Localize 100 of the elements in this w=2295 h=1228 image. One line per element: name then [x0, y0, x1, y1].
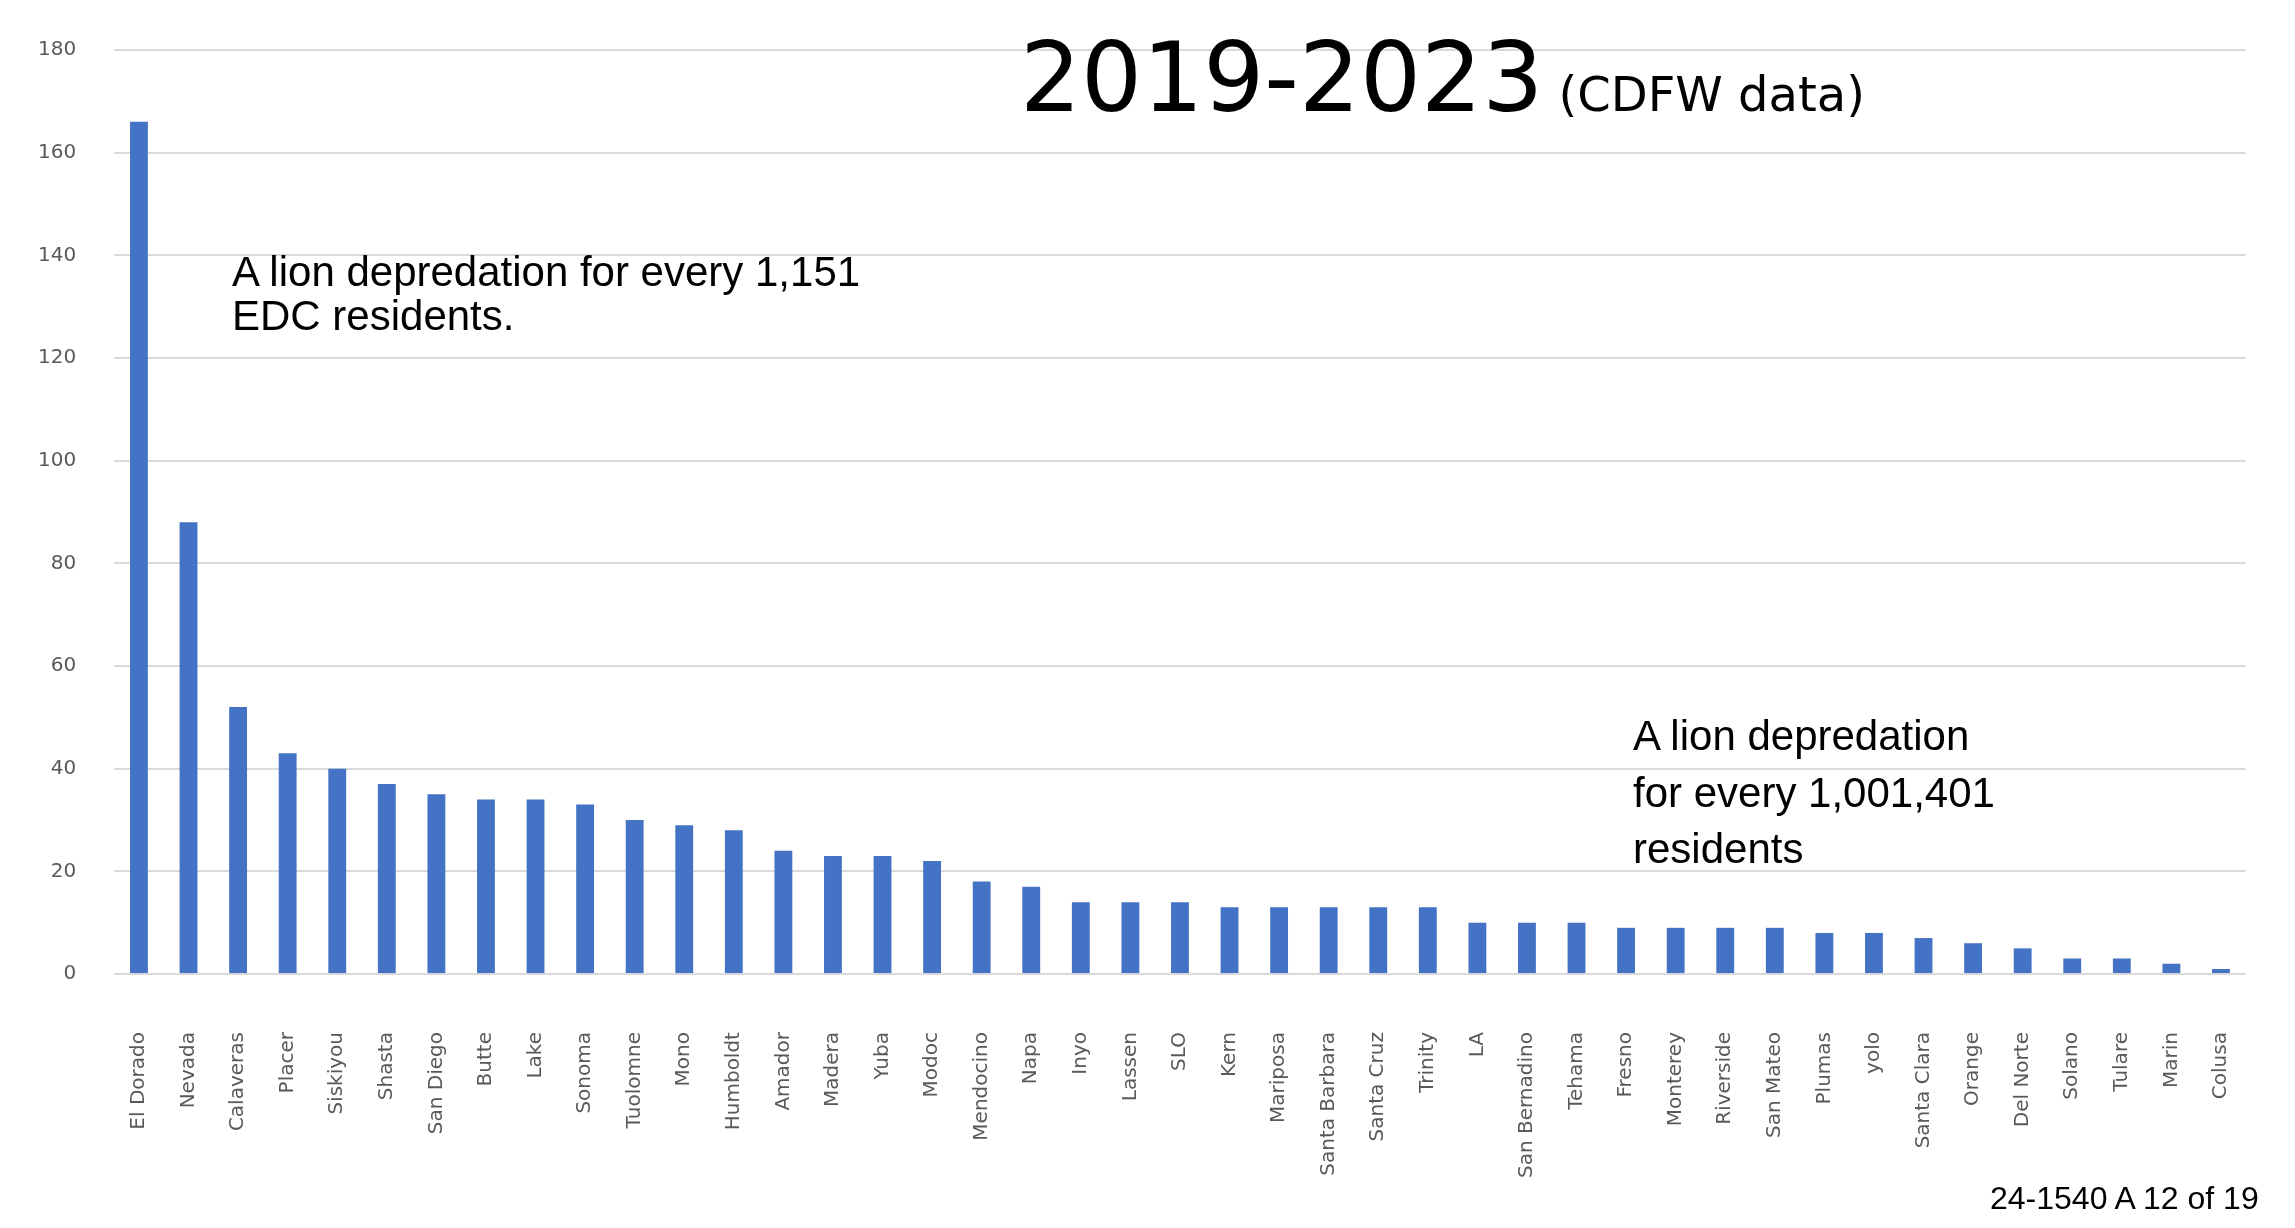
x-tick-label: Amador	[769, 1031, 794, 1111]
x-tick-label: Modoc	[918, 1032, 943, 1098]
x-tick-label: Orange	[1959, 1032, 1984, 1106]
bar	[774, 850, 793, 974]
y-tick-label: 0	[63, 960, 77, 985]
x-tick-label: Plumas	[1810, 1032, 1835, 1105]
x-tick-label: Tulare	[2108, 1032, 2133, 1093]
x-tick-label: Mariposa	[1265, 1032, 1290, 1123]
bar	[1765, 927, 1784, 974]
x-tick-label: Kern	[1215, 1032, 1240, 1078]
x-tick-label: Siskiyou	[323, 1032, 348, 1115]
x-tick-label: Santa Cruz	[1364, 1032, 1389, 1142]
bar	[477, 799, 495, 974]
bar	[625, 820, 644, 974]
bar	[1617, 927, 1636, 974]
x-tick-label: Mendocino	[967, 1032, 992, 1141]
x-tick-label: Butte	[472, 1032, 497, 1087]
bar	[278, 753, 297, 974]
bar	[724, 830, 743, 974]
bar	[1418, 907, 1437, 974]
bar	[1865, 932, 1883, 974]
bar	[377, 784, 396, 974]
x-tick-label: yolo	[1860, 1032, 1885, 1074]
x-tick-label: Nevada	[174, 1032, 199, 1109]
annotation: A lion depredation for every 1,151 EDC residents.	[232, 248, 861, 340]
x-tick-label: San Bernadino	[1513, 1032, 1538, 1179]
chart-subtitle: (CDFW data)	[1557, 66, 1865, 122]
bar	[1914, 938, 1933, 974]
x-tick-label: Lake	[521, 1032, 546, 1079]
bar	[1121, 902, 1140, 974]
x-tick-label: Santa Barbara	[1314, 1032, 1339, 1176]
x-tick-label: Trinity	[1414, 1031, 1439, 1094]
x-tick-label: Lassen	[1116, 1032, 1141, 1102]
x-tick-label: Humboldt	[720, 1031, 745, 1131]
y-tick-label: 80	[50, 549, 77, 574]
bar	[1220, 907, 1239, 974]
bar	[130, 121, 148, 974]
x-tick-label: Monterey	[1661, 1031, 1686, 1127]
bar	[2013, 948, 2032, 974]
x-tick-label: Napa	[1017, 1032, 1042, 1085]
bar	[229, 707, 248, 974]
bar	[1716, 927, 1735, 974]
bar	[2212, 968, 2230, 974]
y-tick-label: 60	[50, 652, 77, 677]
bar	[675, 825, 694, 974]
y-tick-label: 100	[37, 446, 77, 471]
x-tick-label: Sonoma	[571, 1032, 596, 1114]
y-tick-label: 20	[50, 857, 77, 882]
x-tick-label: Fresno	[1612, 1032, 1637, 1098]
x-tick-label: San Diego	[422, 1032, 447, 1135]
x-tick-label: Madera	[819, 1032, 844, 1108]
x-tick-label: Colusa	[2207, 1032, 2232, 1100]
bar	[328, 768, 347, 974]
bar	[1567, 922, 1586, 974]
bar	[1171, 902, 1189, 974]
x-tick-label: Shasta	[373, 1032, 398, 1101]
x-tick-label: Riverside	[1711, 1032, 1736, 1125]
bar	[1666, 927, 1685, 974]
bar	[972, 881, 991, 974]
x-tick-label: Mono	[670, 1032, 695, 1087]
bar	[179, 522, 198, 974]
bar	[1518, 922, 1536, 974]
x-tick-label: El Dorado	[125, 1032, 150, 1130]
bar	[1468, 922, 1487, 974]
x-tick-label: Inyo	[1067, 1032, 1092, 1075]
bar	[923, 861, 942, 974]
bar	[873, 855, 892, 974]
bar	[1815, 932, 1834, 974]
bar	[1964, 943, 1983, 974]
bar	[824, 855, 842, 974]
bar	[1071, 902, 1090, 974]
y-tick-label: 140	[37, 241, 77, 266]
x-tick-label: SLO	[1166, 1032, 1191, 1071]
x-tick-label: Santa Clara	[1909, 1032, 1934, 1149]
bar	[576, 804, 595, 974]
y-tick-label: 120	[37, 344, 77, 369]
bar	[2162, 963, 2181, 974]
bar	[2063, 958, 2082, 974]
annotation: A lion depredation for every 1,001,401 residents	[1633, 711, 1995, 875]
x-tick-label: Solano	[2058, 1032, 2083, 1100]
y-tick-label: 180	[37, 36, 77, 61]
bar	[2112, 958, 2131, 974]
x-tick-label: Marin	[2157, 1032, 2182, 1088]
x-tick-label: Calaveras	[224, 1032, 249, 1132]
bar	[427, 794, 446, 974]
bar	[526, 799, 545, 974]
y-tick-label: 40	[50, 754, 77, 779]
x-tick-label: LA	[1463, 1031, 1488, 1058]
text: 24-1540 A 12 of 19	[1990, 1180, 2259, 1217]
chart-title: 2019-2023	[1020, 22, 1544, 134]
bar	[1319, 907, 1338, 974]
x-tick-label: Tehama	[1562, 1032, 1587, 1111]
x-tick-label: San Mateo	[1761, 1032, 1786, 1138]
bar	[1022, 886, 1041, 974]
bar	[1369, 907, 1388, 974]
bar	[1270, 907, 1289, 974]
y-tick-label: 160	[37, 138, 77, 163]
x-tick-label: Placer	[273, 1031, 298, 1094]
x-tick-label: Yuba	[868, 1032, 893, 1081]
x-tick-label: Del Norte	[2008, 1032, 2033, 1128]
